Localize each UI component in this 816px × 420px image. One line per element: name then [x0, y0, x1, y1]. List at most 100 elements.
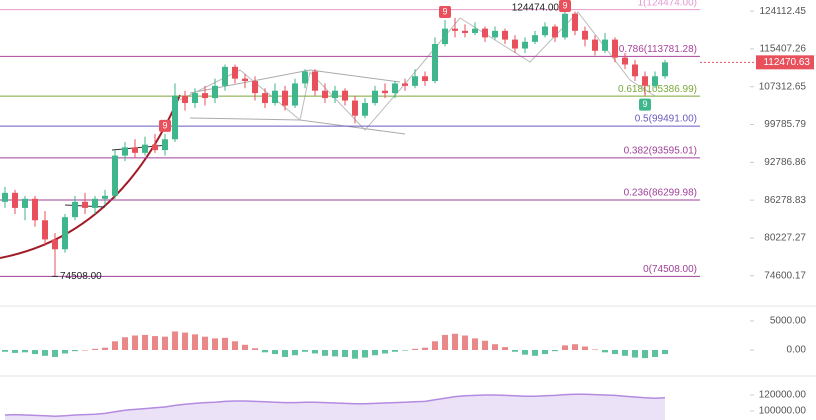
histogram-bar — [462, 335, 468, 351]
candle-body — [212, 85, 218, 99]
candle-body — [152, 144, 158, 151]
fib-label: 0.786(113781.28) — [619, 44, 697, 55]
histogram-bar — [132, 335, 138, 351]
histogram-bar — [592, 349, 598, 351]
candle-body — [542, 26, 548, 36]
candle-body — [652, 76, 658, 86]
candle-body — [572, 13, 578, 31]
candle-body — [342, 90, 348, 101]
y-tick-label: 120000.00 — [759, 390, 807, 401]
histogram-bar — [522, 350, 528, 355]
candle-body — [162, 139, 168, 151]
histogram-bar — [42, 350, 48, 356]
candle-body — [512, 39, 518, 49]
marker-label: 9 — [562, 0, 567, 10]
histogram-bar — [382, 350, 388, 354]
histogram-bar — [262, 350, 268, 353]
histogram-bar — [332, 350, 338, 357]
marker-label: 9 — [442, 6, 447, 16]
y-tick-label: 74600.17 — [764, 270, 806, 281]
candle-body — [292, 83, 298, 106]
histogram-bar — [602, 350, 608, 353]
candle-body — [412, 76, 418, 86]
histogram-bar — [372, 350, 378, 356]
candle-body — [392, 83, 398, 94]
candle-body — [312, 71, 318, 91]
y-tick-label: 100000.00 — [759, 406, 807, 417]
histogram-bar — [322, 350, 328, 356]
candle-body — [522, 41, 528, 49]
candle-body — [202, 93, 208, 99]
y-tick-label: 92786.86 — [764, 157, 806, 168]
y-tick-label: 107312.65 — [759, 81, 807, 92]
candle-body — [462, 30, 468, 34]
histogram-bar — [32, 350, 38, 355]
pattern-drawing — [179, 11, 656, 131]
y-tick-label: 115407.26 — [759, 44, 806, 55]
candle-body — [532, 35, 538, 42]
fib-label: 0(74508.00) — [643, 264, 697, 275]
candle-body — [632, 64, 638, 77]
candle-body — [372, 90, 378, 104]
histogram-bar — [2, 350, 8, 352]
candle-body — [582, 30, 588, 40]
histogram-bar — [552, 350, 558, 352]
y-tick-label: 124112.45 — [759, 6, 806, 17]
candle-body — [402, 83, 408, 86]
histogram-bar — [202, 336, 208, 351]
histogram-bar — [142, 334, 148, 351]
histogram-bar — [652, 350, 658, 357]
histogram-bar — [472, 338, 478, 351]
histogram-bar — [412, 348, 418, 351]
candle-body — [302, 71, 308, 84]
y-tick-label: 86278.83 — [764, 195, 806, 206]
y-tick-label: 80227.27 — [764, 233, 806, 244]
histogram-bar — [582, 346, 588, 351]
candle-body — [182, 95, 188, 104]
histogram-bar — [312, 350, 318, 354]
histogram-bar — [432, 341, 438, 351]
histogram-bar — [562, 345, 568, 351]
histogram-bar — [72, 350, 78, 352]
histogram-bar — [52, 350, 58, 357]
candle-body — [82, 201, 88, 208]
histogram-bar — [222, 337, 228, 351]
histogram-bar — [402, 350, 408, 351]
histogram-bar — [172, 331, 178, 351]
candle-body — [32, 198, 38, 221]
histogram-bar — [22, 350, 28, 353]
y-tick-label: 0.00 — [787, 345, 807, 356]
histogram-bar — [272, 350, 278, 355]
histogram-bar — [622, 350, 628, 356]
histogram-bar — [92, 348, 98, 351]
histogram-bar — [162, 336, 168, 351]
candle-body — [262, 93, 268, 104]
candle-body — [92, 198, 98, 208]
histogram-bar — [282, 350, 288, 357]
candle-body — [2, 192, 8, 202]
histogram-bar — [392, 350, 398, 352]
histogram-bar — [442, 334, 448, 351]
candle-body — [482, 28, 488, 38]
candle-body — [422, 76, 428, 82]
candle-body — [222, 66, 228, 86]
histogram-bar — [352, 350, 358, 359]
candle-body — [252, 81, 258, 94]
y-tick-label: 99785.79 — [764, 119, 806, 130]
fib-label: 0.382(93595.01) — [624, 145, 697, 156]
candle-body — [332, 90, 338, 99]
histogram-bar — [342, 350, 348, 357]
histogram-bar — [532, 350, 538, 356]
fib-label: 1(124474.00) — [638, 0, 698, 8]
annotation: 124474.00 — [512, 2, 560, 13]
fib-label: 0.236(86299.98) — [624, 188, 697, 199]
last-price-tag — [756, 55, 814, 70]
candle-body — [72, 201, 78, 218]
fib-label: 0.618(105386.99) — [618, 84, 697, 95]
y-tick-label: 5000.00 — [770, 316, 807, 327]
candle-body — [102, 195, 108, 199]
histogram-bar — [242, 344, 248, 351]
candle-body — [352, 100, 358, 116]
candle-body — [432, 44, 438, 82]
